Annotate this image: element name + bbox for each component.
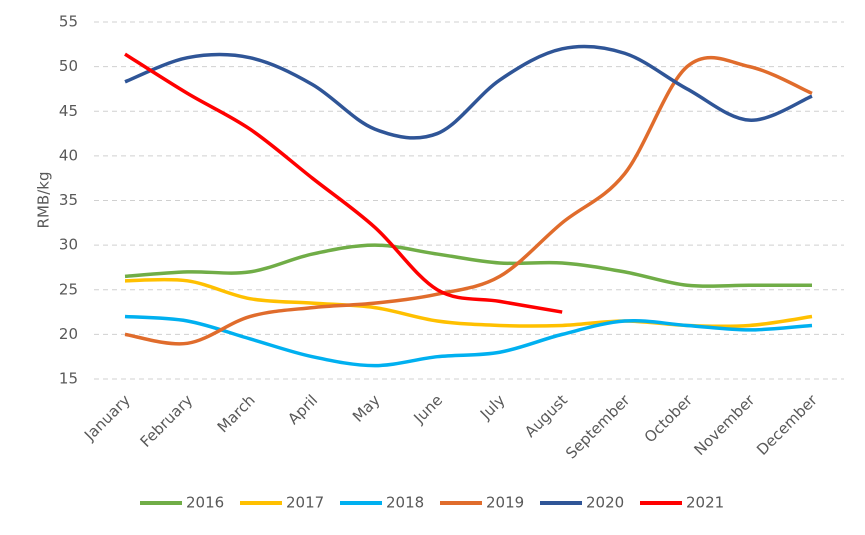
x-tick-label: February xyxy=(137,391,197,451)
y-tick-label: 50 xyxy=(59,57,78,75)
y-tick-label: 55 xyxy=(59,13,78,31)
series-line xyxy=(124,314,813,368)
y-tick-label: 30 xyxy=(59,236,78,254)
y-tick-label: 25 xyxy=(59,280,78,298)
x-tick-label: November xyxy=(690,391,758,459)
x-tick-label: May xyxy=(349,391,384,426)
y-tick-label: 40 xyxy=(59,146,78,164)
legend-label: 2018 xyxy=(386,494,424,512)
series-line xyxy=(124,55,813,346)
y-tick-label: 15 xyxy=(59,370,78,388)
series-line xyxy=(124,243,812,289)
x-tick-label: October xyxy=(641,391,697,447)
x-tick-label: June xyxy=(410,391,447,428)
legend-label: 2017 xyxy=(286,494,324,512)
series-line xyxy=(124,44,813,140)
y-tick-label: 35 xyxy=(59,191,78,209)
x-tick-label: July xyxy=(476,391,509,424)
legend-label: 2020 xyxy=(586,494,624,512)
x-tick-label: March xyxy=(214,391,259,436)
x-tick-label: December xyxy=(753,391,821,459)
x-tick-label: April xyxy=(284,391,321,428)
legend-label: 2021 xyxy=(686,494,724,512)
series-line xyxy=(124,52,563,314)
legend-label: 2016 xyxy=(186,494,224,512)
x-tick-label: January xyxy=(80,391,134,445)
legend-label: 2019 xyxy=(486,494,524,512)
y-tick-label: 20 xyxy=(59,325,78,343)
y-axis-label: RMB/kg xyxy=(35,172,53,229)
x-tick-label: August xyxy=(521,391,571,441)
x-tick-label: September xyxy=(562,391,634,463)
y-tick-label: 45 xyxy=(59,102,78,120)
